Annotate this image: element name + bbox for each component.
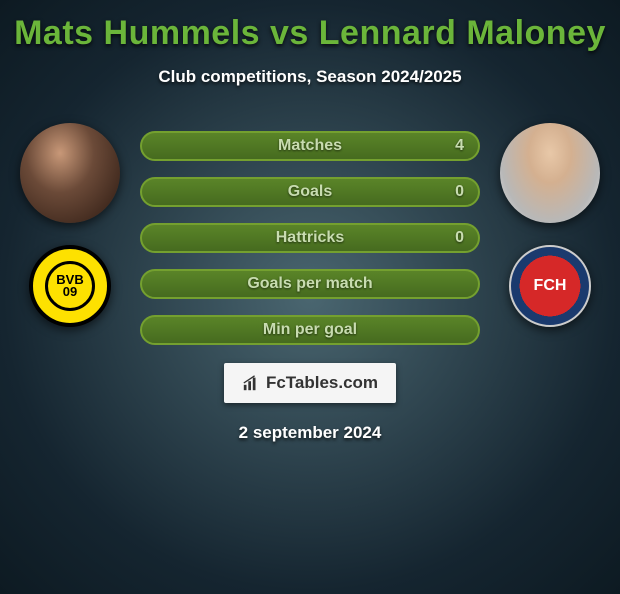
chart-icon bbox=[242, 374, 260, 392]
player2-club-badge: FCH bbox=[509, 245, 591, 327]
player2-avatar bbox=[500, 123, 600, 223]
stat-value: 0 bbox=[455, 229, 464, 247]
stat-bar-matches: Matches 4 bbox=[140, 131, 480, 161]
page-title: Mats Hummels vs Lennard Maloney bbox=[0, 14, 620, 53]
player1-avatar bbox=[20, 123, 120, 223]
right-side: FCH bbox=[490, 123, 610, 327]
stat-bar-gpm: Goals per match bbox=[140, 269, 480, 299]
content-area: BVB 09 Matches 4 Goals 0 Hattricks 0 Goa… bbox=[0, 123, 620, 345]
stat-label: Goals bbox=[288, 183, 332, 201]
stat-label: Goals per match bbox=[247, 275, 372, 293]
club1-inner: BVB 09 bbox=[45, 261, 95, 311]
stat-value: 0 bbox=[455, 183, 464, 201]
stat-bar-goals: Goals 0 bbox=[140, 177, 480, 207]
left-side: BVB 09 bbox=[10, 123, 130, 327]
date-text: 2 september 2024 bbox=[0, 423, 620, 443]
brand-badge: FcTables.com bbox=[224, 363, 396, 403]
club1-year: 09 bbox=[63, 286, 77, 298]
footer: FcTables.com 2 september 2024 bbox=[0, 363, 620, 443]
club2-short: FCH bbox=[534, 277, 567, 295]
stat-bar-mpg: Min per goal bbox=[140, 315, 480, 345]
stat-bars: Matches 4 Goals 0 Hattricks 0 Goals per … bbox=[130, 131, 490, 345]
stat-bar-hattricks: Hattricks 0 bbox=[140, 223, 480, 253]
stat-label: Matches bbox=[278, 137, 342, 155]
subtitle: Club competitions, Season 2024/2025 bbox=[0, 67, 620, 87]
brand-text: FcTables.com bbox=[266, 373, 378, 393]
stat-value: 4 bbox=[455, 137, 464, 155]
stat-label: Min per goal bbox=[263, 321, 357, 339]
player1-club-badge: BVB 09 bbox=[29, 245, 111, 327]
stat-label: Hattricks bbox=[276, 229, 344, 247]
